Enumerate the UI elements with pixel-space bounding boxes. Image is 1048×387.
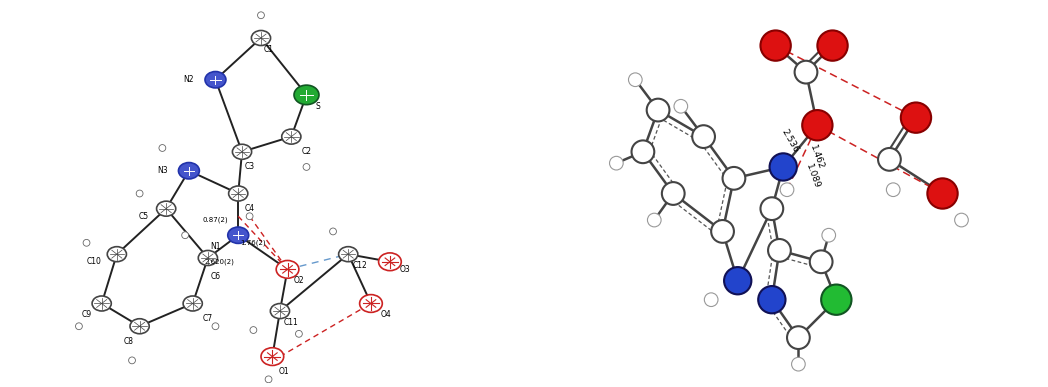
- Ellipse shape: [955, 213, 968, 227]
- Ellipse shape: [107, 247, 127, 262]
- Text: 2.536: 2.536: [780, 127, 800, 154]
- Text: C5: C5: [138, 212, 149, 221]
- Text: N3: N3: [157, 166, 168, 175]
- Text: O4: O4: [380, 310, 392, 319]
- Text: C6: C6: [211, 272, 220, 281]
- Ellipse shape: [647, 99, 670, 122]
- Text: 1.462: 1.462: [808, 144, 825, 171]
- Ellipse shape: [282, 129, 301, 144]
- Ellipse shape: [927, 178, 958, 209]
- Ellipse shape: [233, 144, 252, 159]
- Ellipse shape: [712, 220, 734, 243]
- Ellipse shape: [156, 201, 176, 216]
- Ellipse shape: [769, 153, 796, 181]
- Ellipse shape: [791, 357, 805, 371]
- Ellipse shape: [901, 103, 931, 133]
- Text: C3: C3: [244, 163, 255, 171]
- Ellipse shape: [768, 239, 791, 262]
- Ellipse shape: [252, 31, 270, 46]
- Ellipse shape: [722, 167, 745, 190]
- Text: O2: O2: [293, 276, 304, 285]
- Ellipse shape: [178, 163, 199, 179]
- Text: 1.089: 1.089: [804, 163, 822, 190]
- Ellipse shape: [378, 253, 401, 271]
- Ellipse shape: [303, 164, 310, 170]
- Ellipse shape: [632, 140, 654, 163]
- Ellipse shape: [629, 73, 642, 87]
- Ellipse shape: [359, 295, 383, 312]
- Ellipse shape: [822, 228, 835, 242]
- Ellipse shape: [136, 190, 143, 197]
- Text: C2: C2: [302, 147, 311, 156]
- Ellipse shape: [822, 284, 851, 315]
- Text: N1: N1: [211, 242, 221, 251]
- Ellipse shape: [277, 260, 299, 278]
- Ellipse shape: [183, 296, 202, 311]
- Ellipse shape: [130, 319, 149, 334]
- Ellipse shape: [724, 267, 751, 295]
- Text: C10: C10: [87, 257, 102, 266]
- Ellipse shape: [780, 183, 793, 197]
- Ellipse shape: [810, 250, 832, 273]
- Ellipse shape: [181, 232, 189, 239]
- Ellipse shape: [198, 250, 218, 265]
- Ellipse shape: [75, 323, 83, 330]
- Ellipse shape: [246, 213, 253, 220]
- Text: O1: O1: [279, 367, 289, 376]
- Text: S: S: [315, 102, 321, 111]
- Ellipse shape: [693, 125, 715, 148]
- Text: C4: C4: [244, 204, 255, 213]
- Ellipse shape: [205, 72, 226, 88]
- Ellipse shape: [662, 182, 684, 205]
- Ellipse shape: [610, 156, 624, 170]
- Ellipse shape: [794, 61, 817, 84]
- Ellipse shape: [339, 247, 357, 262]
- Ellipse shape: [92, 296, 111, 311]
- Ellipse shape: [250, 327, 257, 334]
- Ellipse shape: [887, 183, 900, 197]
- Ellipse shape: [265, 376, 272, 383]
- Ellipse shape: [212, 323, 219, 330]
- Ellipse shape: [294, 85, 319, 104]
- Text: C9: C9: [82, 310, 91, 319]
- Text: C7: C7: [203, 314, 213, 323]
- Text: 0.87(2): 0.87(2): [202, 217, 228, 223]
- Ellipse shape: [802, 110, 832, 140]
- Ellipse shape: [761, 31, 791, 61]
- Ellipse shape: [270, 303, 289, 319]
- Text: C8: C8: [124, 337, 133, 346]
- Ellipse shape: [258, 12, 264, 19]
- Text: C11: C11: [284, 318, 299, 327]
- Ellipse shape: [330, 228, 336, 235]
- Ellipse shape: [83, 240, 90, 246]
- Ellipse shape: [296, 330, 302, 337]
- Ellipse shape: [758, 286, 786, 313]
- Ellipse shape: [817, 31, 848, 61]
- Text: 1.76(2): 1.76(2): [241, 240, 266, 246]
- Ellipse shape: [674, 99, 687, 113]
- Ellipse shape: [761, 197, 783, 220]
- Text: C12: C12: [352, 261, 367, 270]
- Ellipse shape: [648, 213, 661, 227]
- Ellipse shape: [159, 145, 166, 151]
- Ellipse shape: [787, 326, 810, 349]
- Ellipse shape: [261, 348, 284, 365]
- Text: O3: O3: [399, 265, 411, 274]
- Ellipse shape: [878, 148, 901, 171]
- Text: C1: C1: [263, 45, 274, 54]
- Ellipse shape: [227, 227, 248, 243]
- Ellipse shape: [129, 357, 135, 364]
- Text: 2.620(2): 2.620(2): [204, 259, 234, 265]
- Ellipse shape: [704, 293, 718, 307]
- Text: N2: N2: [183, 75, 194, 84]
- Ellipse shape: [228, 186, 247, 201]
